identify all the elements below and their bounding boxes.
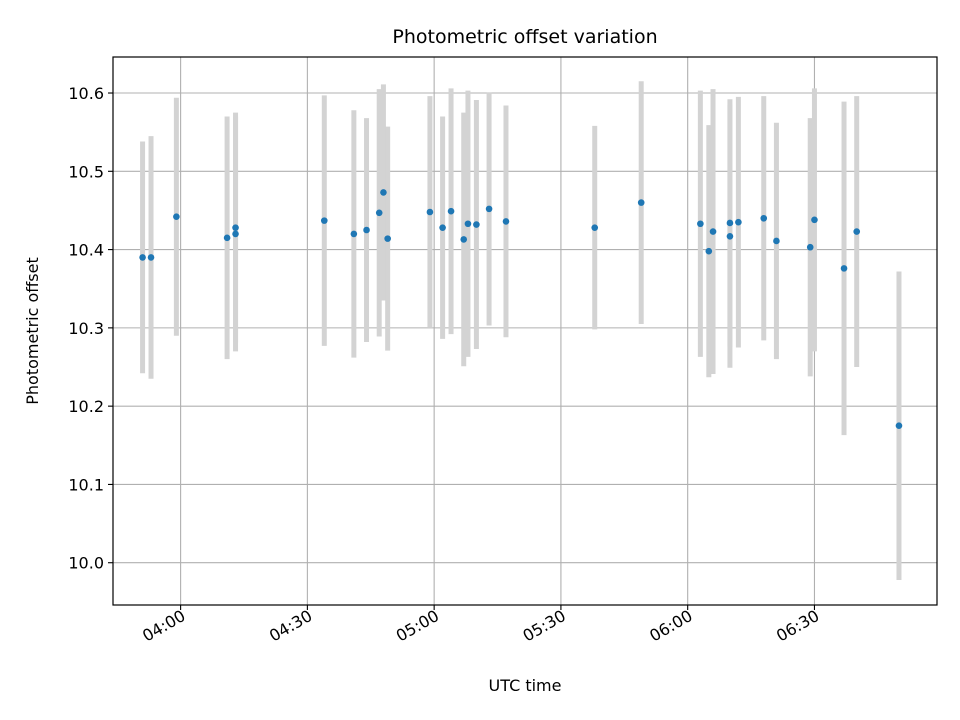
data-point [760,214,768,222]
data-point [637,199,645,206]
chart-title: Photometric offset variation [392,26,657,48]
x-axis-label: UTC time [489,676,562,695]
data-point [460,236,468,243]
x-tick-label: 06:30 [773,606,822,646]
y-axis-label: Photometric offset [23,257,42,405]
data-point [726,232,734,240]
data-point [232,224,239,231]
y-tick-label: 10.6 [68,84,104,103]
data-point [380,189,387,196]
data-point [320,217,328,224]
y-tick-label: 10.3 [68,319,104,338]
data-point [426,208,434,216]
data-point [735,218,742,226]
data-point [705,247,713,255]
y-tick-label: 10.1 [68,475,104,494]
x-tick-label: 05:00 [393,606,442,646]
data-point [726,219,734,227]
plot-frame [112,56,938,606]
data-point [223,234,231,242]
data-point [384,235,391,242]
data-point [502,218,510,225]
y-tick-label: 10.0 [68,554,104,573]
data-point [464,220,472,228]
data-point [447,207,455,215]
data-point [806,243,814,251]
data-point [139,254,146,261]
data-point [811,216,818,224]
data-points [139,189,903,430]
y-tick-label: 10.5 [68,162,104,181]
x-tick-label: 04:00 [139,606,188,646]
x-axis-ticks: 04:00 04:30 05:00 05:30 06:00 06:30 [139,605,822,646]
data-point [840,265,848,272]
x-tick-label: 04:30 [266,606,315,646]
y-tick-label: 10.4 [68,241,104,260]
data-point [895,422,903,430]
data-point [591,224,599,231]
y-tick-label: 10.2 [68,397,104,416]
data-point [375,209,383,217]
data-point [853,228,861,235]
data-point [232,230,239,238]
data-point [363,226,370,234]
data-point [147,254,155,261]
data-point [473,221,480,228]
data-point [773,237,780,245]
data-point [173,213,180,221]
error-bars [140,81,902,580]
x-tick-label: 06:00 [646,606,695,646]
data-point [709,228,717,235]
x-tick-label: 05:30 [519,606,568,646]
y-axis-ticks: 10.0 10.1 10.2 10.3 10.4 10.5 10.6 [68,84,113,573]
data-point [350,230,358,238]
data-point [439,224,446,231]
data-point [485,205,493,213]
data-point [697,220,704,228]
